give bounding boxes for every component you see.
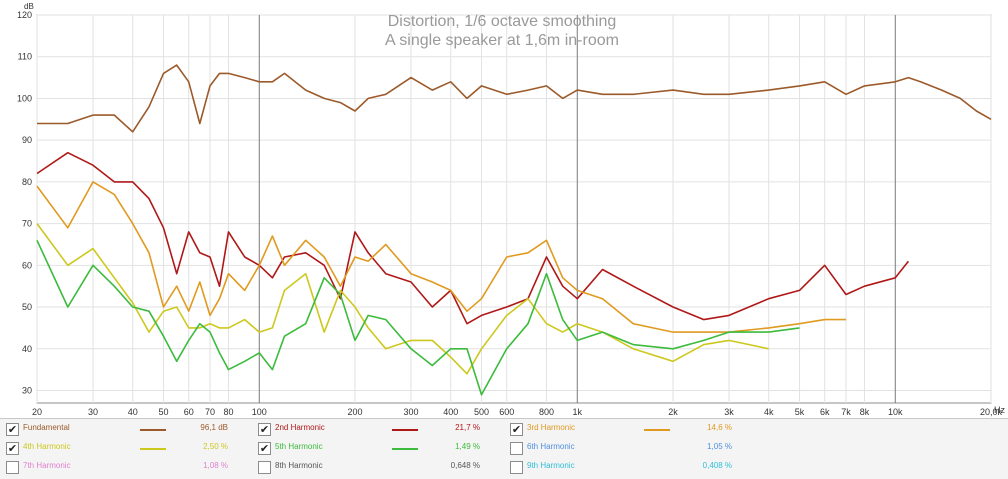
y-tick-label: 120	[17, 10, 32, 20]
legend-label: 5th Harmonic	[275, 442, 323, 451]
x-tick-label: 2k	[668, 407, 678, 417]
legend-label: 3rd Harmonic	[527, 423, 576, 432]
legend-label: Fundamental	[23, 423, 70, 432]
legend-checkbox[interactable]	[258, 461, 271, 474]
x-tick-label: 600	[499, 407, 514, 417]
legend-item-8th-harmonic: 8th Harmonic 0,648 %	[252, 458, 504, 477]
legend-swatch	[140, 429, 166, 431]
series-line-4th-harmonic	[36, 223, 769, 375]
x-tick-label: 6k	[820, 407, 830, 417]
series-lines	[36, 64, 992, 396]
y-axis-label: dB	[24, 2, 34, 11]
legend-label: 4th Harmonic	[23, 442, 71, 451]
chart-subtitle: A single speaker at 1,6m in-room	[385, 32, 619, 49]
legend-value: 14,6 %	[707, 423, 732, 432]
x-tick-label: 3k	[724, 407, 734, 417]
distortion-chart: 30 40 50 60 70 80 90 100 110 120 20 30 40 50 60 70 80 100…	[17, 2, 1006, 417]
legend-checkbox[interactable]: ✔	[6, 442, 19, 455]
x-tick-label: 200	[347, 407, 362, 417]
legend-checkbox[interactable]	[6, 461, 19, 474]
x-tick-label: 8k	[860, 407, 870, 417]
legend-item-7th-harmonic: 7th Harmonic 1,08 %	[0, 458, 252, 477]
legend-item-2nd-harmonic: ✔ 2nd Harmonic 21,7 %	[252, 420, 504, 439]
legend-item-9th-harmonic: 9th Harmonic 0,408 %	[504, 458, 756, 477]
series-line-5th-harmonic	[36, 239, 800, 396]
grid-lines	[36, 14, 992, 403]
y-tick-label: 50	[22, 302, 32, 312]
legend-swatch	[392, 429, 418, 431]
legend-item-fundamental: ✔ Fundamental 96,1 dB	[0, 420, 252, 439]
series-line-fundamental	[37, 64, 992, 133]
legend-checkbox[interactable]: ✔	[258, 442, 271, 455]
x-tick-label: 800	[539, 407, 554, 417]
x-tick-label: 30	[88, 407, 98, 417]
legend-swatch	[140, 448, 166, 450]
plot-area	[36, 14, 992, 404]
x-tick-label: 80	[223, 407, 233, 417]
x-tick-label: 4k	[764, 407, 774, 417]
legend-item-5th-harmonic: ✔ 5th Harmonic 1,49 %	[252, 439, 504, 458]
legend-checkbox[interactable]: ✔	[6, 423, 19, 436]
legend-checkbox[interactable]	[510, 461, 523, 474]
y-tick-label: 110	[18, 52, 32, 62]
legend-checkbox[interactable]	[510, 442, 523, 455]
legend-item-6th-harmonic: 6th Harmonic 1,05 %	[504, 439, 756, 458]
x-tick-label: 300	[403, 407, 418, 417]
x-tick-label: 5k	[795, 407, 805, 417]
chart-title: Distortion, 1/6 octave smoothing	[388, 13, 617, 30]
legend-value: 0,648 %	[450, 461, 480, 470]
series-line-2nd-harmonic	[36, 151, 910, 325]
legend-value: 1,05 %	[707, 442, 732, 451]
x-tick-label: 20,0k	[980, 407, 1003, 417]
y-tick-label: 80	[22, 177, 32, 187]
legend-item-4th-harmonic: ✔ 4th Harmonic 2,50 %	[0, 439, 252, 458]
y-tick-label: 70	[22, 219, 32, 229]
x-tick-label: 400	[443, 407, 458, 417]
y-tick-label: 30	[22, 385, 32, 395]
legend-value: 96,1 dB	[200, 423, 228, 432]
legend-label: 2nd Harmonic	[275, 423, 325, 432]
legend-value: 1,49 %	[455, 442, 480, 451]
legend-panel: ✔ Fundamental 96,1 dB ✔ 2nd Harmonic 21,7 % ✔ 3…	[0, 418, 1008, 479]
x-tick-label: 20	[32, 407, 42, 417]
legend-checkbox[interactable]: ✔	[258, 423, 271, 436]
x-axis-label: Hz	[994, 405, 1005, 415]
x-tick-label: 1k	[573, 407, 583, 417]
x-tick-label: 500	[474, 407, 489, 417]
x-tick-label: 10k	[888, 407, 903, 417]
x-tick-label: 70	[205, 407, 215, 417]
x-tick-label: 40	[128, 407, 138, 417]
legend-checkbox[interactable]: ✔	[510, 423, 523, 436]
axis-ticks: 30 40 50 60 70 80 90 100 110 120 20 30 40 50 60 70 80 100…	[17, 10, 1003, 417]
legend-label: 8th Harmonic	[275, 461, 323, 470]
y-tick-label: 40	[22, 344, 32, 354]
legend-value: 1,08 %	[203, 461, 228, 470]
legend-item-3rd-harmonic: ✔ 3rd Harmonic 14,6 %	[504, 420, 756, 439]
legend-swatch	[644, 429, 670, 431]
x-tick-label: 7k	[841, 407, 851, 417]
y-tick-label: 100	[17, 93, 32, 103]
legend-label: 9th Harmonic	[527, 461, 575, 470]
y-tick-label: 90	[22, 135, 32, 145]
x-tick-label: 100	[252, 407, 267, 417]
legend-value: 0,408 %	[702, 461, 732, 470]
legend-swatch	[392, 448, 418, 450]
x-tick-label: 50	[159, 407, 169, 417]
series-line-3rd-harmonic	[36, 181, 846, 333]
legend-label: 7th Harmonic	[23, 461, 71, 470]
y-tick-label: 60	[22, 260, 32, 270]
x-tick-label: 60	[184, 407, 194, 417]
legend-value: 21,7 %	[455, 423, 480, 432]
legend-value: 2,50 %	[203, 442, 228, 451]
legend-label: 6th Harmonic	[527, 442, 575, 451]
